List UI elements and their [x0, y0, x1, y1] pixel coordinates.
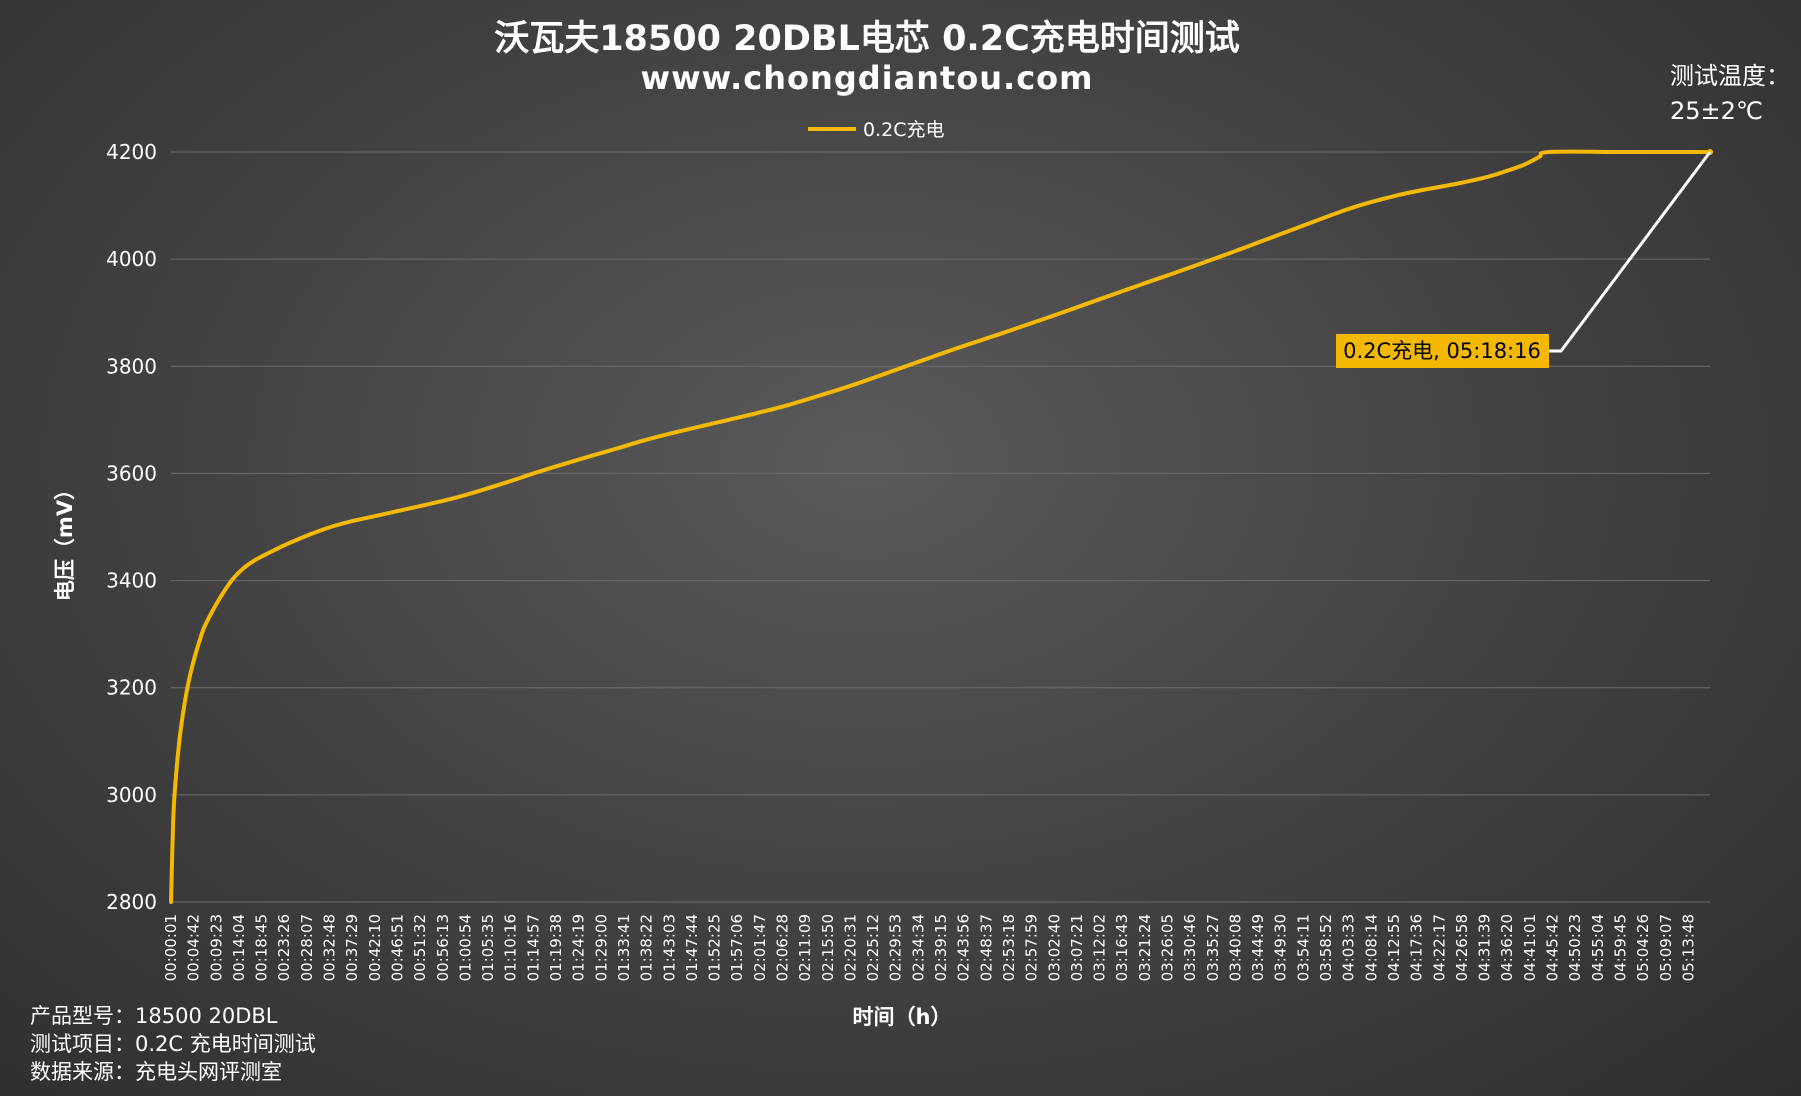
x-tick-label: 00:00:01 — [162, 914, 180, 981]
chart-subtitle: www.chongdiantou.com — [641, 59, 1094, 97]
y-axis-ticks: 2800 3000 3200 3400 3600 3800 4000 4200 — [106, 140, 157, 914]
x-tick-label: 04:31:39 — [1476, 914, 1494, 981]
x-tick-label: 03:54:11 — [1294, 914, 1312, 981]
x-tick-label: 01:29:00 — [592, 914, 610, 981]
x-tick-label: 01:14:57 — [524, 914, 542, 981]
x-tick-label: 01:43:03 — [660, 914, 678, 981]
x-tick-label: 03:02:40 — [1045, 914, 1063, 981]
x-tick-label: 05:09:07 — [1657, 914, 1675, 981]
x-tick-label: 00:42:10 — [366, 914, 384, 981]
x-tick-label: 02:34:34 — [909, 914, 927, 981]
data-callout: 0.2C充电, 05:18:16 — [1336, 151, 1712, 368]
x-tick-label: 04:45:42 — [1544, 914, 1562, 981]
x-tick-label: 04:59:45 — [1611, 914, 1629, 981]
x-tick-label: 03:07:21 — [1068, 914, 1086, 981]
x-tick-label: 04:36:20 — [1498, 914, 1516, 981]
x-tick-label: 00:18:45 — [253, 914, 271, 981]
x-axis-label: 时间（h） — [853, 1005, 952, 1029]
x-tick-label: 00:04:42 — [185, 914, 203, 981]
x-tick-label: 01:05:35 — [479, 914, 497, 981]
info-block: 产品型号：18500 20DBL 测试项目：0.2C 充电时间测试 数据来源：充… — [30, 1004, 316, 1084]
y-tick-label: 3200 — [106, 676, 157, 700]
x-tick-label: 01:57:06 — [728, 914, 746, 981]
x-tick-label: 04:03:33 — [1340, 914, 1358, 981]
x-tick-label: 03:12:02 — [1091, 914, 1109, 981]
x-tick-label: 02:39:15 — [932, 914, 950, 981]
callout-leader-line — [1549, 151, 1712, 353]
x-tick-label: 04:41:01 — [1521, 914, 1539, 981]
y-tick-label: 2800 — [106, 890, 157, 914]
series-line-0-2c-charge — [169, 149, 1712, 904]
x-tick-label: 01:10:16 — [502, 914, 520, 981]
info-test-item: 测试项目：0.2C 充电时间测试 — [30, 1032, 316, 1056]
x-tick-label: 03:44:49 — [1249, 914, 1267, 981]
y-tick-label: 3400 — [106, 569, 157, 593]
y-tick-label: 4200 — [106, 140, 157, 164]
legend: 0.2C充电 — [808, 119, 944, 141]
info-data-source: 数据来源：充电头网评测室 — [30, 1060, 282, 1084]
x-tick-label: 02:01:47 — [751, 914, 769, 981]
x-tick-label: 02:15:50 — [819, 914, 837, 981]
x-tick-label: 00:56:13 — [434, 914, 452, 981]
x-tick-label: 03:30:46 — [1181, 914, 1199, 981]
legend-label: 0.2C充电 — [863, 119, 944, 141]
x-tick-label: 03:49:30 — [1272, 914, 1290, 981]
x-tick-label: 03:58:52 — [1317, 914, 1335, 981]
x-tick-label: 04:12:55 — [1385, 914, 1403, 981]
x-tick-label: 04:50:23 — [1566, 914, 1584, 981]
x-tick-label: 01:33:41 — [615, 914, 633, 981]
x-tick-label: 04:26:58 — [1453, 914, 1471, 981]
x-tick-label: 03:21:24 — [1136, 914, 1154, 981]
x-tick-label: 02:29:53 — [887, 914, 905, 981]
gridlines — [171, 151, 1710, 903]
x-tick-label: 01:00:54 — [456, 914, 474, 981]
x-tick-label: 00:37:29 — [343, 914, 361, 981]
info-product-model: 产品型号：18500 20DBL — [30, 1004, 278, 1028]
x-tick-label: 02:53:18 — [1000, 914, 1018, 981]
x-tick-label: 00:46:51 — [388, 914, 406, 981]
x-tick-label: 00:09:23 — [207, 914, 225, 981]
x-tick-label: 03:16:43 — [1113, 914, 1131, 981]
x-tick-label: 02:20:31 — [841, 914, 859, 981]
x-tick-label: 03:35:27 — [1204, 914, 1222, 981]
y-tick-label: 3000 — [106, 783, 157, 807]
temperature-label: 测试温度： — [1670, 62, 1790, 90]
y-axis-label: 电压（mV） — [53, 479, 77, 601]
temperature-value: 25±2℃ — [1670, 97, 1763, 125]
y-tick-label: 3800 — [106, 354, 157, 378]
x-tick-label: 04:17:36 — [1408, 914, 1426, 981]
chart-title: 沃瓦夫18500 20DBL电芯 0.2C充电时间测试 — [494, 19, 1240, 59]
y-tick-label: 3600 — [106, 461, 157, 485]
x-tick-label: 03:40:08 — [1226, 914, 1244, 981]
x-tick-label: 00:28:07 — [298, 914, 316, 981]
x-axis-ticks: 00:00:01 00:04:42 00:09:23 00:14:04 00:18:45… — [162, 914, 1697, 981]
x-tick-label: 02:48:37 — [977, 914, 995, 981]
x-tick-label: 00:32:48 — [321, 914, 339, 981]
x-tick-label: 04:22:17 — [1430, 914, 1448, 981]
x-tick-label: 02:57:59 — [1023, 914, 1041, 981]
callout-box — [1336, 334, 1549, 368]
x-tick-label: 02:25:12 — [864, 914, 882, 981]
x-tick-label: 00:51:32 — [411, 914, 429, 981]
x-tick-label: 05:13:48 — [1679, 914, 1697, 981]
x-tick-label: 02:06:28 — [773, 914, 791, 981]
x-tick-label: 01:52:25 — [706, 914, 724, 981]
x-tick-label: 01:47:44 — [683, 914, 701, 981]
x-tick-label: 00:14:04 — [230, 914, 248, 981]
x-tick-label: 04:08:14 — [1362, 914, 1380, 981]
x-tick-label: 01:24:19 — [570, 914, 588, 981]
callout-label: 0.2C充电, 05:18:16 — [1343, 339, 1541, 363]
y-tick-label: 4000 — [106, 247, 157, 271]
x-tick-label: 01:19:38 — [547, 914, 565, 981]
x-tick-label: 02:11:09 — [796, 914, 814, 981]
x-tick-label: 05:04:26 — [1634, 914, 1652, 981]
x-tick-label: 03:26:05 — [1159, 914, 1177, 981]
x-tick-label: 04:55:04 — [1589, 914, 1607, 981]
x-tick-label: 01:38:22 — [638, 914, 656, 981]
x-tick-label: 00:23:26 — [275, 914, 293, 981]
x-tick-label: 02:43:56 — [955, 914, 973, 981]
